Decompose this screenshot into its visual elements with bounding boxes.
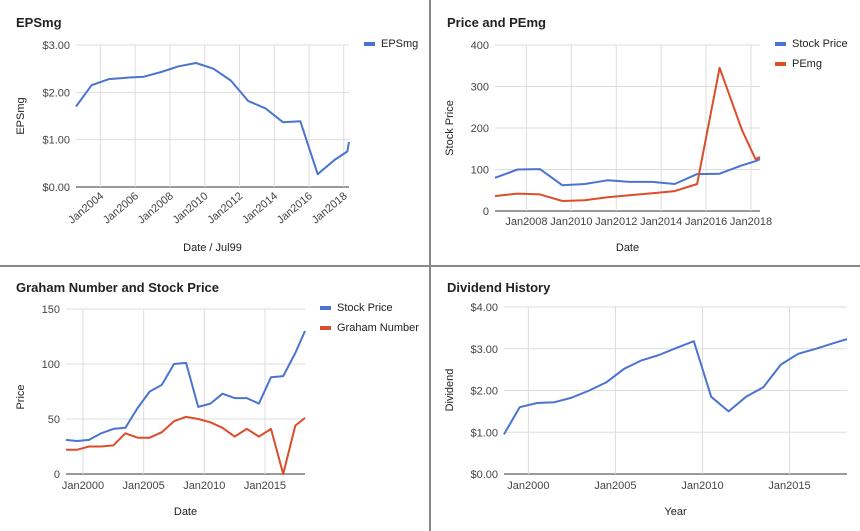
x-tick-label: Jan2005 — [594, 480, 636, 492]
x-tick-label: Jan2010 — [171, 190, 211, 226]
x-tick-label: Jan2016 — [685, 216, 727, 228]
dividend-chart: Dividend History $0.00 $1.00 $2.00 $3.00 $4.0… — [431, 267, 860, 531]
chart-title: Graham Number and Stock Price — [16, 280, 219, 295]
y-tick-label: 50 — [48, 414, 60, 426]
x-tick-label: Jan2010 — [681, 480, 723, 492]
x-tick-label: Jan2012 — [205, 190, 245, 226]
y-tick-label: $1.00 — [42, 135, 70, 147]
x-axis-label: Date / Jul99 — [183, 242, 242, 254]
x-tick-label: Jan2008 — [505, 216, 547, 228]
chart-title: EPSmg — [16, 15, 62, 30]
dividend-svg: Dividend History $0.00 $1.00 $2.00 $3.00 $4.0… — [444, 280, 848, 518]
y-tick-label: $4.00 — [470, 302, 498, 314]
x-tick-label: Jan2000 — [507, 480, 549, 492]
y-tick-label: $0.00 — [42, 182, 70, 194]
y-axis-label: EPSmg — [15, 97, 27, 134]
legend-label: Graham Number — [337, 322, 419, 334]
x-axis-label: Year — [664, 506, 687, 518]
x-axis-label: Date — [616, 242, 639, 254]
y-axis-label: Dividend — [444, 369, 456, 412]
y-tick-label: 200 — [471, 123, 489, 135]
y-tick-label: $1.00 — [470, 427, 498, 439]
y-axis-label: Price — [15, 384, 27, 409]
series-line-dividend — [503, 338, 848, 435]
legend-label: PEmg — [792, 58, 822, 70]
legend-swatch — [364, 42, 375, 46]
y-tick-label: 300 — [471, 82, 489, 94]
x-tick-label: Jan2018 — [310, 190, 350, 226]
x-tick-label: Jan2015 — [244, 480, 286, 492]
price-pe-chart: Price and PEmg 0 100 200 300 400 Jan2008 Jan201… — [431, 0, 860, 265]
graham-svg: Graham Number and Stock Price 0 50 100 150 Ja… — [15, 280, 419, 518]
x-tick-label: Jan2005 — [123, 480, 165, 492]
y-tick-label: 100 — [42, 359, 60, 371]
legend-swatch — [320, 306, 331, 310]
legend-swatch — [775, 42, 786, 46]
y-tick-label: $3.00 — [470, 344, 498, 356]
series-line-pemg — [494, 66, 761, 202]
legend-label: Stock Price — [337, 302, 393, 314]
chart-title: Dividend History — [447, 280, 551, 295]
x-tick-label: Jan2010 — [183, 480, 225, 492]
y-tick-label: $2.00 — [470, 386, 498, 398]
y-tick-label: $0.00 — [470, 469, 498, 481]
legend-label: EPSmg — [381, 38, 418, 50]
y-tick-label: 150 — [42, 304, 60, 316]
graham-chart: Graham Number and Stock Price 0 50 100 150 Ja… — [0, 267, 429, 531]
y-axis-label: Stock Price — [444, 100, 456, 156]
x-tick-label: Jan2000 — [62, 480, 104, 492]
legend-swatch — [775, 62, 786, 66]
y-tick-label: $3.00 — [42, 40, 70, 52]
y-tick-label: 400 — [471, 40, 489, 52]
x-tick-label: Jan2018 — [730, 216, 772, 228]
series-line-epsmg — [75, 62, 350, 176]
x-tick-label: Jan2015 — [768, 480, 810, 492]
x-tick-label: Jan2014 — [240, 190, 280, 226]
epsmg-chart: EPSmg $0.00 $1.00 $2.00 $3.00 Jan2004 Jan2006 J… — [0, 0, 429, 265]
x-tick-label: Jan2014 — [640, 216, 682, 228]
x-axis-label: Date — [174, 506, 197, 518]
legend-label: Stock Price — [792, 38, 848, 50]
x-tick-label: Jan2008 — [136, 190, 176, 226]
y-tick-label: 0 — [483, 206, 489, 218]
epsmg-svg: EPSmg$0.00$1.00$2.00$3.00Jan2004Jan2006J… — [15, 15, 418, 254]
series-line-stock-price — [65, 330, 306, 442]
x-tick-label: Jan2012 — [595, 216, 637, 228]
x-tick-label: Jan2010 — [550, 216, 592, 228]
legend-swatch — [320, 326, 331, 330]
y-tick-label: 100 — [471, 165, 489, 177]
y-tick-label: 0 — [54, 469, 60, 481]
horizontal-divider — [0, 265, 860, 267]
x-tick-label: Jan2016 — [275, 190, 315, 226]
x-tick-label: Jan2006 — [101, 190, 141, 226]
y-tick-label: $2.00 — [42, 87, 70, 99]
x-tick-label: Jan2004 — [66, 190, 106, 226]
series-line-graham-number — [66, 415, 306, 475]
series-line-stock-price — [494, 158, 761, 187]
chart-title: Price and PEmg — [447, 15, 546, 30]
